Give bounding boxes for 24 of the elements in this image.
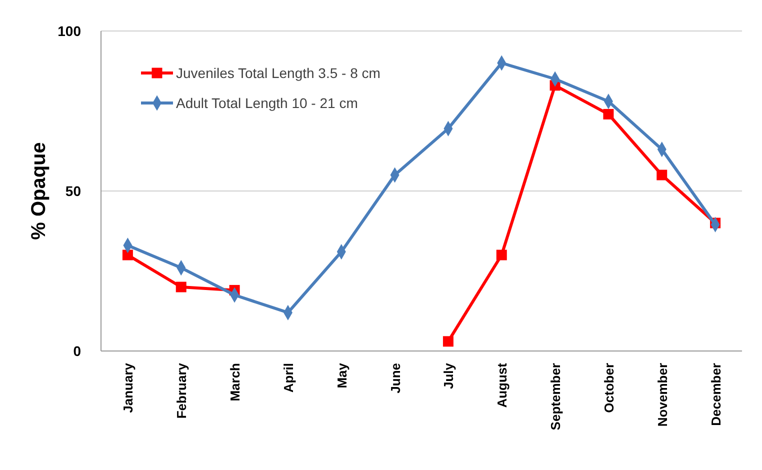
point (442, 336, 454, 347)
x-tick-label: November (654, 363, 670, 427)
legend-label: Juveniles Total Length 3.5 - 8 cm (176, 64, 380, 81)
x-tick-label: August (494, 362, 510, 408)
point (122, 250, 133, 260)
y-tick-label: 50 (65, 182, 82, 199)
y-axis-title: % Opaque (28, 142, 50, 240)
x-tick-label: October (601, 363, 616, 413)
legend-label: Adult Total Length 10 - 21 cm (176, 94, 358, 111)
x-tick-label: December (708, 363, 724, 426)
point (176, 282, 186, 292)
x-tick-label: June (388, 363, 403, 394)
x-tick-label: March (228, 362, 243, 402)
y-tick-label: 100 (58, 22, 82, 39)
x-tick-label: February (174, 362, 190, 419)
x-tick-label: July (441, 362, 456, 390)
point (603, 108, 614, 120)
x-tick-label: January (120, 362, 136, 413)
x-tick-label: September (548, 363, 564, 430)
x-tick-label: May (334, 362, 350, 388)
point (496, 250, 507, 260)
x-tick-label: April (280, 363, 296, 393)
point (656, 170, 668, 180)
y-tick-label: 0 (73, 342, 82, 359)
